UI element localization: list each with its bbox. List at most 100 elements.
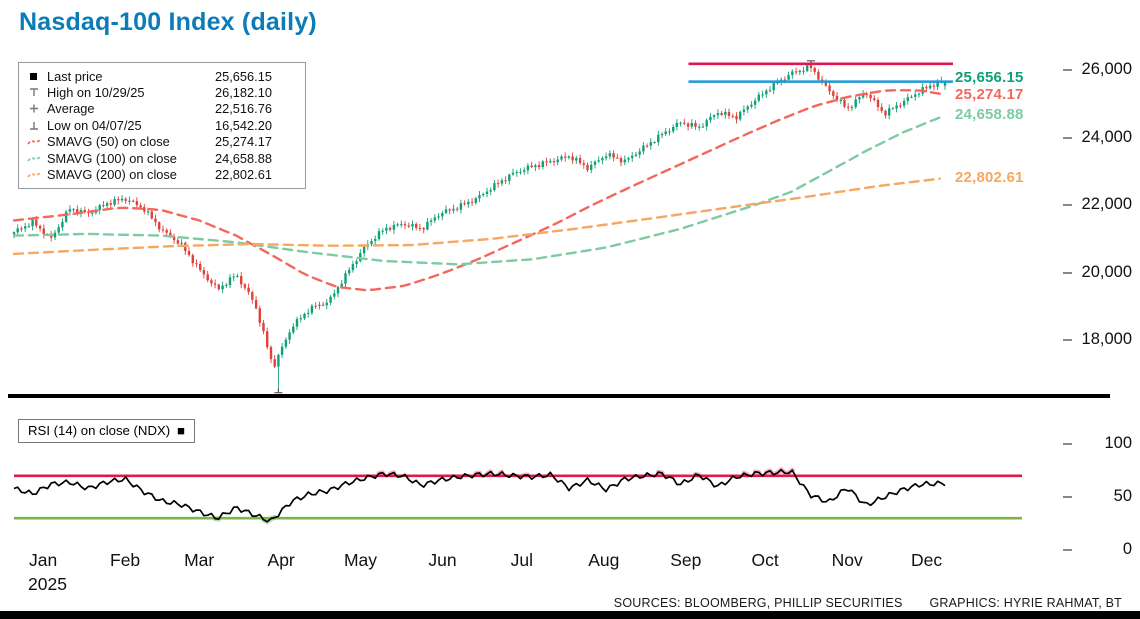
candle-body <box>925 87 928 89</box>
candle-body <box>582 163 585 165</box>
candle-body <box>135 201 139 206</box>
candle-body <box>16 228 19 233</box>
candle-body <box>690 123 693 127</box>
candle-body <box>321 304 325 306</box>
candle-body <box>917 93 921 95</box>
legend-row: SMAVG (200) on close 22,802.61 <box>27 166 297 182</box>
candle-body <box>642 145 645 152</box>
candle-body <box>113 199 116 205</box>
candle-body <box>586 164 589 170</box>
cross-icon <box>27 103 47 114</box>
dash-sma50-icon <box>27 136 47 147</box>
candle-body <box>240 276 243 285</box>
candle-body <box>344 273 347 284</box>
candle-body <box>169 232 172 237</box>
candle-body <box>228 277 232 286</box>
rsi-legend: RSI (14) on close (NDX) ■ <box>18 419 196 443</box>
candle-body <box>910 96 913 98</box>
candle-body <box>318 304 321 306</box>
candle-body <box>31 219 34 227</box>
candle-body <box>712 115 716 117</box>
candle-body <box>213 283 217 285</box>
candle-body <box>64 211 68 222</box>
candle-body <box>374 239 377 241</box>
candle-body <box>601 158 604 161</box>
candle-body <box>27 226 31 228</box>
candle-body <box>943 81 947 86</box>
candle-body <box>806 65 809 72</box>
candle-body <box>597 160 600 162</box>
candle-body <box>146 211 150 213</box>
candle-body <box>433 217 436 221</box>
candle-body <box>295 319 299 327</box>
candle-body <box>817 71 820 80</box>
candle-body <box>664 131 667 135</box>
candle-body <box>478 195 481 199</box>
legend-row: SMAVG (50) on close 25,274.17 <box>27 134 297 150</box>
candle-body <box>429 220 433 222</box>
candle-body <box>575 158 578 161</box>
legend-label: Low on 04/07/25 <box>47 117 142 133</box>
candle-body <box>470 201 474 203</box>
candle-body <box>269 347 273 360</box>
candle-body <box>876 100 880 107</box>
legend-row: SMAVG (100) on close 24,658.88 <box>27 150 297 166</box>
sma50-line <box>12 89 941 292</box>
candle-body <box>299 318 302 320</box>
candle-body <box>12 232 16 235</box>
candle-body <box>392 224 396 230</box>
candle-body <box>180 242 183 244</box>
candle-body <box>225 285 228 286</box>
legend-row: Low on 04/07/25 16,542.20 <box>27 117 297 133</box>
candle-body <box>888 108 891 116</box>
candle-body <box>303 313 306 319</box>
candle-body <box>865 94 868 96</box>
candle-body <box>828 85 831 92</box>
candle-body <box>143 207 146 212</box>
candle-body <box>172 236 176 241</box>
graphics-credit: GRAPHICS: HYRIE RAHMAT, BT <box>929 596 1122 610</box>
dash-sma100-icon <box>27 153 47 164</box>
candle-body <box>631 155 634 158</box>
candle-body <box>448 209 451 211</box>
candle-body <box>679 122 682 124</box>
candle-body <box>783 79 787 81</box>
candle-body <box>333 293 336 297</box>
candle-body <box>329 296 332 303</box>
candle-body <box>254 299 258 309</box>
candle-body <box>437 216 440 218</box>
square-icon <box>27 71 47 82</box>
legend-value: 25,656.15 <box>215 68 272 84</box>
candle-body <box>668 131 671 133</box>
candle-body <box>649 142 652 146</box>
candle-body <box>850 107 854 109</box>
candle-body <box>843 100 846 107</box>
candle-body <box>340 283 343 288</box>
candle-body <box>813 68 816 72</box>
candle-body <box>348 270 351 274</box>
candle-body <box>236 276 239 277</box>
candle-body <box>72 209 75 211</box>
legend-row: Last price 25,656.15 <box>27 68 297 84</box>
candle-body <box>247 287 250 293</box>
candle-body <box>57 227 60 233</box>
candle-body <box>243 284 247 288</box>
candle-body <box>415 224 418 228</box>
rsi-legend-text: RSI (14) on close (NDX) <box>28 423 171 438</box>
candle-body <box>124 198 127 201</box>
candle-body <box>467 201 470 205</box>
candle-body <box>765 90 768 95</box>
candle-body <box>158 222 161 230</box>
candle-body <box>195 263 198 265</box>
rsi-legend-marker-icon: ■ <box>177 423 186 438</box>
candle-body <box>683 122 686 124</box>
candle-body <box>928 85 932 89</box>
chart-title: Nasdaq-100 Index (daily) <box>19 8 317 36</box>
candlestick-series <box>12 63 947 390</box>
candle-body <box>370 241 373 245</box>
candle-body <box>355 261 358 265</box>
candle-body <box>798 70 801 73</box>
candle-body <box>835 95 839 100</box>
candle-body <box>537 165 541 167</box>
candle-body <box>578 158 582 164</box>
